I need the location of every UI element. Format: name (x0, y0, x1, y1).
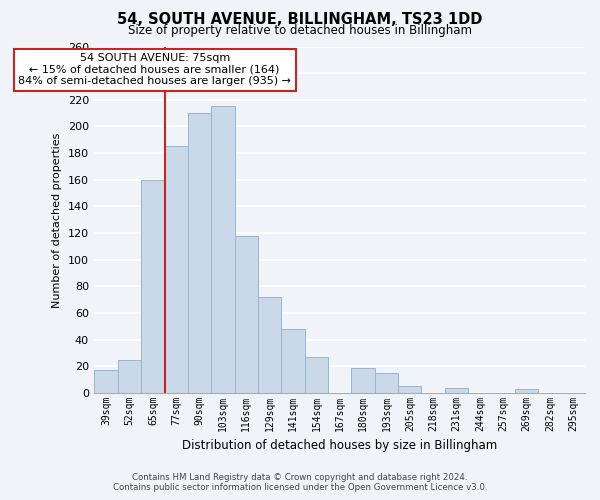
Bar (211, 106, 235, 393)
X-axis label: Distribution of detached houses by size in Billingham: Distribution of detached houses by size … (182, 440, 497, 452)
Bar (515, 389, 538, 393)
Bar (235, 236, 258, 393)
Bar (398, 386, 421, 393)
Bar (258, 297, 281, 393)
Bar (94, 370, 118, 393)
Y-axis label: Number of detached properties: Number of detached properties (52, 132, 62, 308)
Text: 54 SOUTH AVENUE: 75sqm
← 15% of detached houses are smaller (164)
84% of semi-de: 54 SOUTH AVENUE: 75sqm ← 15% of detached… (18, 53, 291, 86)
Bar (375, 373, 398, 393)
Bar (164, 146, 188, 393)
Text: 54, SOUTH AVENUE, BILLINGHAM, TS23 1DD: 54, SOUTH AVENUE, BILLINGHAM, TS23 1DD (118, 12, 482, 28)
Text: Contains HM Land Registry data © Crown copyright and database right 2024.
Contai: Contains HM Land Registry data © Crown c… (113, 473, 487, 492)
Bar (188, 113, 211, 393)
Bar (281, 329, 305, 393)
Bar (305, 357, 328, 393)
Bar (118, 360, 141, 393)
Bar (141, 180, 164, 393)
Text: Size of property relative to detached houses in Billingham: Size of property relative to detached ho… (128, 24, 472, 37)
Bar (445, 388, 468, 393)
Bar (352, 368, 375, 393)
